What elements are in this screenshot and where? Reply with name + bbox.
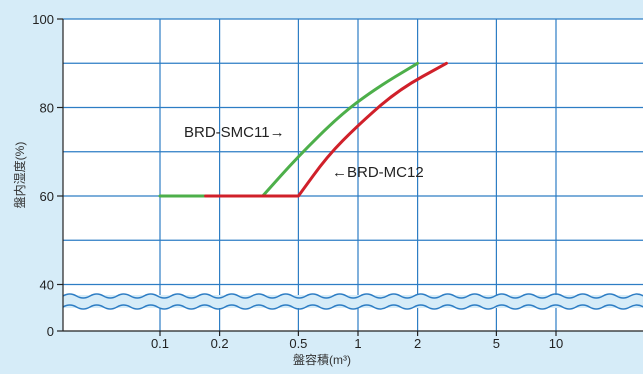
axis-break (59, 293, 643, 310)
x-tick-label: 0.5 (289, 336, 307, 351)
y-tick-label: 100 (32, 12, 54, 27)
series-label-brd-mc12: ←BRD-MC12 (332, 164, 424, 181)
y-tick-label: 60 (40, 189, 54, 204)
series-lines (158, 61, 448, 198)
series-labels: BRD-SMC11→ ←BRD-MC12 (184, 124, 424, 181)
x-tick-label: 2 (414, 336, 421, 351)
x-tick-label: 10 (549, 336, 563, 351)
tick-labels: 100 80 60 40 0 0.1 0.2 0.5 1 2 5 10 (32, 12, 563, 351)
x-tick-label: 0.2 (211, 336, 229, 351)
series-line-brd-mc12 (204, 61, 448, 198)
y-tick-label: 0 (47, 324, 54, 339)
y-axis-title: 盤内湿度(%) (12, 142, 27, 209)
y-tick-label: 40 (40, 278, 54, 293)
x-axis-title: 盤容積(m³) (293, 352, 351, 367)
x-tick-label: 1 (354, 336, 361, 351)
axis-break-wave-top (62, 293, 643, 299)
x-tick-label: 0.1 (151, 336, 169, 351)
series-line-brd-smc11 (158, 61, 420, 198)
axis-break-wave-bottom (62, 304, 643, 310)
series-label-brd-smc11: BRD-SMC11→ (184, 124, 285, 141)
x-tick-label: 5 (493, 336, 500, 351)
y-tick-label: 80 (40, 101, 54, 116)
